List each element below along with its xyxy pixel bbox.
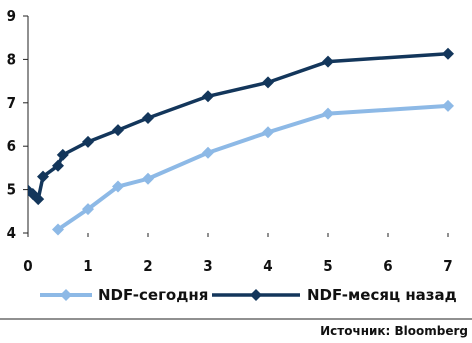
series-line (28, 52, 449, 201)
x-tick-label: 2 (143, 257, 152, 275)
x-axis-ticks: 0 1 2 3 4 5 6 7 (23, 233, 453, 275)
y-tick-label: 5 (7, 181, 16, 199)
data-point (56, 148, 69, 161)
data-point (442, 47, 454, 60)
y-tick-label: 7 (7, 94, 16, 112)
x-tick-label: 3 (203, 257, 212, 275)
data-point (142, 111, 154, 124)
data-point (52, 159, 64, 172)
x-tick-label: 0 (23, 257, 32, 275)
data-point (322, 107, 334, 120)
y-axis-ticks: 4 5 6 7 8 9 (7, 7, 28, 242)
data-point (322, 55, 334, 68)
data-point (112, 180, 124, 193)
data-point (52, 223, 64, 236)
data-point (112, 124, 124, 137)
y-tick-label: 6 (7, 137, 16, 155)
y-tick-label: 4 (7, 224, 16, 242)
data-point (202, 90, 214, 103)
series-line (56, 103, 449, 232)
data-point (202, 146, 214, 159)
series-1 (52, 99, 454, 236)
data-point (32, 193, 45, 206)
legend-label: NDF-месяц назад (307, 286, 457, 304)
legend-swatch-marker (250, 289, 262, 301)
legend: NDF-сегодня NDF-месяц назад (40, 286, 457, 304)
data-point (262, 126, 274, 139)
data-point (37, 170, 49, 183)
data-point (262, 76, 274, 89)
data-point (442, 99, 454, 112)
series-2 (28, 47, 454, 206)
data-point (82, 135, 94, 148)
y-tick-label: 8 (7, 50, 16, 68)
x-tick-label: 4 (263, 257, 272, 275)
x-tick-label: 6 (383, 257, 392, 275)
x-tick-label: 7 (443, 257, 452, 275)
data-point (28, 187, 39, 200)
legend-label: NDF-сегодня (98, 286, 208, 304)
series-layer (28, 47, 454, 236)
source-label: Источник: Bloomberg (320, 324, 468, 338)
data-point (142, 172, 154, 185)
x-tick-label: 5 (323, 257, 332, 275)
data-point (82, 203, 94, 216)
y-tick-label: 9 (7, 7, 16, 25)
x-tick-label: 1 (83, 257, 92, 275)
legend-swatch-marker (60, 289, 72, 301)
